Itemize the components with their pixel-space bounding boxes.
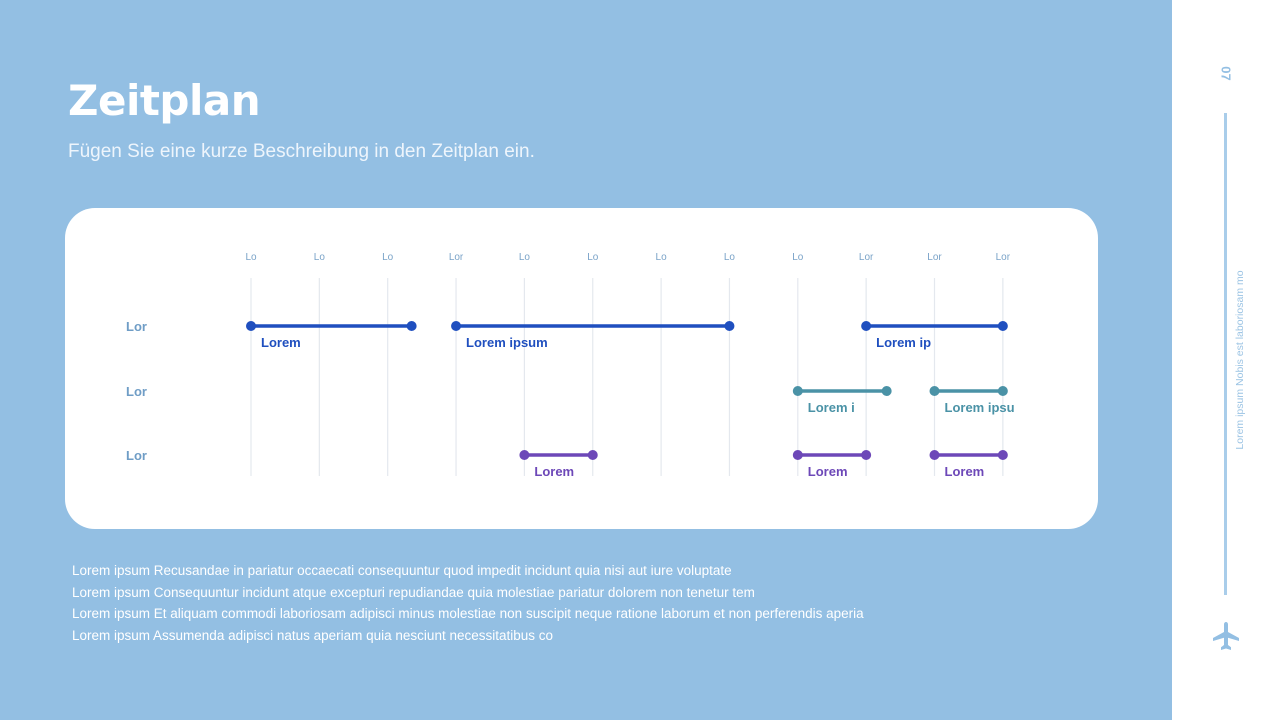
notes: Lorem ipsum Recusandae in pariatur occae…: [72, 560, 864, 646]
bar-label: Lorem: [808, 464, 848, 479]
note-line: Lorem ipsum Assumenda adipisci natus ape…: [72, 627, 554, 643]
bar-start-dot: [451, 321, 462, 331]
bar-end-dot: [861, 450, 872, 460]
column-label: Lor: [449, 252, 464, 263]
column-label: Lo: [519, 252, 531, 263]
bar-end-dot: [587, 450, 598, 460]
column-label: Lor: [996, 252, 1011, 263]
bar-start-dot: [792, 450, 803, 460]
bar-label: Lorem ipsu: [945, 400, 1015, 415]
bar-start-dot: [792, 386, 803, 396]
bar-end-dot: [881, 386, 892, 396]
column-label: Lo: [656, 252, 668, 263]
column-label: Lo: [314, 252, 326, 263]
row-label: Lor: [126, 448, 147, 463]
note-line: Lorem ipsum Recusandae in pariatur occae…: [72, 563, 732, 578]
column-label: Lor: [859, 252, 874, 263]
side-divider: [1224, 113, 1227, 595]
page-title: Zeitplan: [68, 76, 261, 125]
column-label: Lor: [927, 252, 942, 263]
column-label: Lo: [724, 252, 736, 263]
bar-end-dot: [997, 386, 1008, 396]
bar-start-dot: [519, 450, 530, 460]
bar-start-dot: [929, 386, 940, 396]
column-label: Lo: [382, 252, 394, 263]
bar-end-dot: [406, 321, 417, 331]
bar-end-dot: [997, 450, 1008, 460]
bar-label: Lorem: [534, 464, 574, 479]
airplane-icon: [1213, 622, 1239, 650]
column-label: Lo: [245, 252, 257, 263]
bar-label: Lorem i: [808, 400, 855, 415]
column-label: Lo: [792, 252, 804, 263]
bar-start-dot: [929, 450, 940, 460]
bar-end-dot: [724, 321, 735, 331]
side-vertical-text: Lorem ipsum Nobis est laboriosam mo: [1234, 270, 1246, 450]
timeline-chart: Lo Lo Lo Lor Lo Lo Lo Lo Lo Lor Lor Lor Lor Lor Lor Lor…: [126, 252, 1015, 479]
note-line: Lorem ipsum Consequuntur incidunt atque …: [72, 584, 755, 600]
bar-start-dot: [246, 321, 256, 331]
column-label: Lo: [587, 252, 599, 263]
bar-label: Lorem ip: [876, 335, 931, 350]
bar-start-dot: [861, 321, 872, 331]
timeline-card: Lo Lo Lo Lor Lo Lo Lo Lo Lo Lor Lor Lor Lor Lor Lor Lor…: [65, 208, 1098, 529]
bar-label: Lorem ipsum: [466, 335, 548, 350]
page-number: 07: [1218, 66, 1234, 81]
row-label: Lor: [126, 384, 147, 399]
note-line: Lorem ipsum Et aliquam commodi laboriosa…: [72, 606, 864, 621]
row-label: Lor: [126, 319, 147, 334]
bar-label: Lorem: [945, 464, 985, 479]
slide-main: Zeitplan Fügen Sie eine kurze Beschreibu…: [65, 76, 1098, 646]
bar-end-dot: [997, 321, 1008, 331]
bar-label: Lorem: [261, 335, 301, 350]
page-subtitle: Fügen Sie eine kurze Beschreibung in den…: [68, 141, 535, 162]
